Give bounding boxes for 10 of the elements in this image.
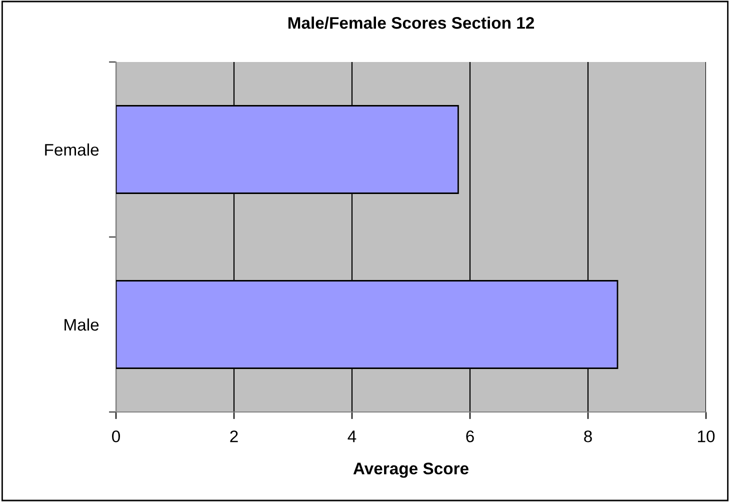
x-tick-label: 2 [230, 430, 238, 442]
y-tick-label: Female [45, 143, 99, 156]
x-tick-label: 10 [698, 430, 715, 442]
x-tick-label: 6 [466, 430, 474, 442]
x-axis-title: Average Score [353, 462, 468, 478]
x-tick-label: 4 [348, 430, 356, 442]
x-tick-label: 8 [584, 430, 592, 442]
chart-title: Male/Female Scores Section 12 [288, 16, 534, 29]
y-tick-label: Male [64, 318, 99, 331]
x-tick-label: 0 [112, 430, 120, 442]
